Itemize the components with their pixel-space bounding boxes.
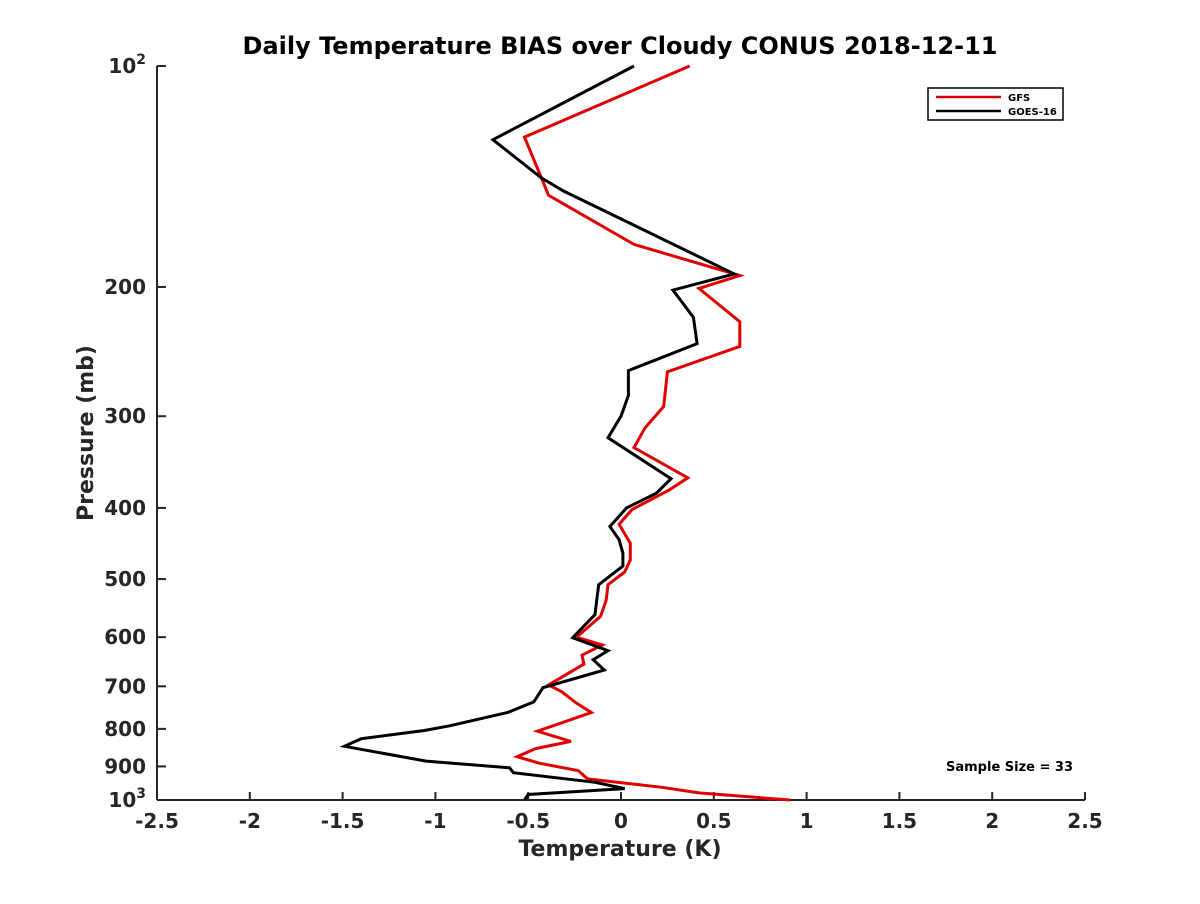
x-tick-label: 2.5 (1067, 809, 1102, 833)
y-tick-label: 500 (104, 567, 146, 591)
x-tick-label: 0.5 (696, 809, 731, 833)
y-tick-label: 800 (104, 717, 146, 741)
legend-label-gfs: GFS (1008, 93, 1030, 104)
plot-area (156, 66, 1085, 801)
legend-label-goes16: GOES-16 (1008, 107, 1057, 118)
y-tick-label: 103 (108, 786, 146, 812)
y-axis-title: Pressure (mb) (74, 345, 99, 521)
y-tick-label-base: 10 (108, 788, 136, 812)
y-tick-label: 600 (104, 625, 146, 649)
x-tick-label: -0.5 (506, 809, 550, 833)
y-tick-label: 300 (104, 404, 146, 428)
x-axis-title: Temperature (K) (518, 837, 721, 862)
y-tick-label: 400 (104, 496, 146, 520)
legend-box (927, 87, 1064, 121)
series-line-gfs (512, 64, 791, 802)
y-tick-label-exponent: 2 (136, 52, 146, 68)
y-tick-label-base: 10 (108, 54, 136, 78)
sample-size-annotation: Sample Size = 33 (946, 760, 1073, 775)
x-tick-label: 2 (985, 809, 999, 833)
x-tick-label: -2 (239, 809, 261, 833)
series-line-goes16 (339, 64, 739, 801)
y-tick-label-exponent: 3 (136, 786, 146, 802)
y-tick-label: 900 (104, 754, 146, 778)
y-tick-label: 200 (104, 275, 146, 299)
series-layer (339, 64, 791, 802)
y-tick-label: 700 (104, 674, 146, 698)
x-ticks: -2.5 -2 -1.5 -1 -0.5 0 0.5 1 1.5 2 2.5 (135, 792, 1103, 833)
chart-title: Daily Temperature BIAS over Cloudy CONUS… (243, 32, 998, 60)
x-tick-label: -1 (424, 809, 446, 833)
x-tick-label: 1 (800, 809, 814, 833)
x-tick-label: -2.5 (135, 809, 179, 833)
legend: GFS GOES-16 (927, 87, 1064, 121)
y-tick-label: 102 (108, 52, 146, 78)
x-tick-label: 1.5 (882, 809, 917, 833)
x-tick-label: 0 (614, 809, 628, 833)
x-tick-label: -1.5 (321, 809, 365, 833)
